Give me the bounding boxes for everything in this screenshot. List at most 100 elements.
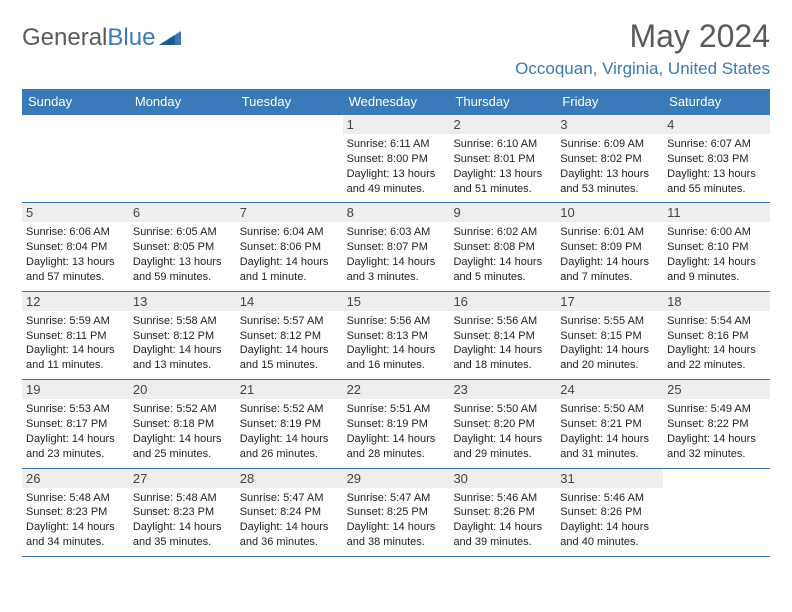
daylight-text: Daylight: 14 hours and 16 minutes. (347, 343, 446, 373)
daylight-text: Daylight: 14 hours and 1 minute. (240, 255, 339, 285)
day-cell: 11Sunrise: 6:00 AMSunset: 8:10 PMDayligh… (663, 203, 770, 290)
daylight-text: Daylight: 14 hours and 5 minutes. (453, 255, 552, 285)
sunset-text: Sunset: 8:26 PM (560, 505, 659, 520)
day-cell: 18Sunrise: 5:54 AMSunset: 8:16 PMDayligh… (663, 292, 770, 379)
day-info: Sunrise: 5:53 AMSunset: 8:17 PMDaylight:… (26, 402, 125, 461)
day-cell: 21Sunrise: 5:52 AMSunset: 8:19 PMDayligh… (236, 380, 343, 467)
sunrise-text: Sunrise: 5:54 AM (667, 314, 766, 329)
day-info: Sunrise: 6:11 AMSunset: 8:00 PMDaylight:… (347, 137, 446, 196)
day-info: Sunrise: 5:52 AMSunset: 8:19 PMDaylight:… (240, 402, 339, 461)
day-info: Sunrise: 6:00 AMSunset: 8:10 PMDaylight:… (667, 225, 766, 284)
sunset-text: Sunset: 8:00 PM (347, 152, 446, 167)
day-info: Sunrise: 5:47 AMSunset: 8:24 PMDaylight:… (240, 491, 339, 550)
sunset-text: Sunset: 8:16 PM (667, 329, 766, 344)
daylight-text: Daylight: 14 hours and 22 minutes. (667, 343, 766, 373)
sunset-text: Sunset: 8:18 PM (133, 417, 232, 432)
sunrise-text: Sunrise: 5:56 AM (347, 314, 446, 329)
day-cell: 17Sunrise: 5:55 AMSunset: 8:15 PMDayligh… (556, 292, 663, 379)
sunrise-text: Sunrise: 5:46 AM (560, 491, 659, 506)
day-header: Monday (129, 89, 236, 114)
daylight-text: Daylight: 14 hours and 31 minutes. (560, 432, 659, 462)
day-cell: 24Sunrise: 5:50 AMSunset: 8:21 PMDayligh… (556, 380, 663, 467)
sunset-text: Sunset: 8:20 PM (453, 417, 552, 432)
sunset-text: Sunset: 8:10 PM (667, 240, 766, 255)
day-cell: 12Sunrise: 5:59 AMSunset: 8:11 PMDayligh… (22, 292, 129, 379)
logo-text-2: Blue (107, 24, 155, 52)
empty-cell (22, 115, 129, 202)
daylight-text: Daylight: 14 hours and 29 minutes. (453, 432, 552, 462)
sunrise-text: Sunrise: 5:58 AM (133, 314, 232, 329)
sunrise-text: Sunrise: 6:10 AM (453, 137, 552, 152)
sunset-text: Sunset: 8:25 PM (347, 505, 446, 520)
day-number: 26 (22, 469, 129, 488)
sunset-text: Sunset: 8:12 PM (240, 329, 339, 344)
day-info: Sunrise: 5:50 AMSunset: 8:21 PMDaylight:… (560, 402, 659, 461)
logo: GeneralBlue (22, 24, 181, 52)
sunrise-text: Sunrise: 5:59 AM (26, 314, 125, 329)
day-info: Sunrise: 6:02 AMSunset: 8:08 PMDaylight:… (453, 225, 552, 284)
sunrise-text: Sunrise: 5:52 AM (133, 402, 232, 417)
sunrise-text: Sunrise: 5:46 AM (453, 491, 552, 506)
day-number: 14 (236, 292, 343, 311)
sunrise-text: Sunrise: 5:48 AM (26, 491, 125, 506)
day-number: 31 (556, 469, 663, 488)
day-number: 10 (556, 203, 663, 222)
sunset-text: Sunset: 8:07 PM (347, 240, 446, 255)
sunset-text: Sunset: 8:19 PM (240, 417, 339, 432)
day-number: 5 (22, 203, 129, 222)
day-number: 25 (663, 380, 770, 399)
sunset-text: Sunset: 8:26 PM (453, 505, 552, 520)
day-cell: 19Sunrise: 5:53 AMSunset: 8:17 PMDayligh… (22, 380, 129, 467)
daylight-text: Daylight: 13 hours and 59 minutes. (133, 255, 232, 285)
day-number: 17 (556, 292, 663, 311)
sunrise-text: Sunrise: 6:04 AM (240, 225, 339, 240)
sunrise-text: Sunrise: 5:47 AM (347, 491, 446, 506)
day-cell: 27Sunrise: 5:48 AMSunset: 8:23 PMDayligh… (129, 469, 236, 556)
sunrise-text: Sunrise: 5:55 AM (560, 314, 659, 329)
day-cell: 28Sunrise: 5:47 AMSunset: 8:24 PMDayligh… (236, 469, 343, 556)
sunset-text: Sunset: 8:24 PM (240, 505, 339, 520)
day-number: 6 (129, 203, 236, 222)
sunrise-text: Sunrise: 5:56 AM (453, 314, 552, 329)
sunset-text: Sunset: 8:05 PM (133, 240, 232, 255)
day-info: Sunrise: 6:10 AMSunset: 8:01 PMDaylight:… (453, 137, 552, 196)
daylight-text: Daylight: 14 hours and 40 minutes. (560, 520, 659, 550)
day-info: Sunrise: 5:52 AMSunset: 8:18 PMDaylight:… (133, 402, 232, 461)
sunrise-text: Sunrise: 6:07 AM (667, 137, 766, 152)
sunrise-text: Sunrise: 6:02 AM (453, 225, 552, 240)
daylight-text: Daylight: 14 hours and 7 minutes. (560, 255, 659, 285)
daylight-text: Daylight: 14 hours and 15 minutes. (240, 343, 339, 373)
daylight-text: Daylight: 14 hours and 35 minutes. (133, 520, 232, 550)
sunset-text: Sunset: 8:21 PM (560, 417, 659, 432)
day-number: 13 (129, 292, 236, 311)
week-row: 26Sunrise: 5:48 AMSunset: 8:23 PMDayligh… (22, 468, 770, 557)
day-number: 30 (449, 469, 556, 488)
sunrise-text: Sunrise: 5:57 AM (240, 314, 339, 329)
day-number: 29 (343, 469, 450, 488)
day-info: Sunrise: 5:56 AMSunset: 8:13 PMDaylight:… (347, 314, 446, 373)
title-block: May 2024 Occoquan, Virginia, United Stat… (515, 18, 770, 79)
sunset-text: Sunset: 8:14 PM (453, 329, 552, 344)
day-header: Wednesday (343, 89, 450, 114)
day-info: Sunrise: 5:48 AMSunset: 8:23 PMDaylight:… (133, 491, 232, 550)
header: GeneralBlue May 2024 Occoquan, Virginia,… (22, 18, 770, 79)
daylight-text: Daylight: 13 hours and 53 minutes. (560, 167, 659, 197)
day-cell: 20Sunrise: 5:52 AMSunset: 8:18 PMDayligh… (129, 380, 236, 467)
sunset-text: Sunset: 8:04 PM (26, 240, 125, 255)
empty-cell (129, 115, 236, 202)
sunrise-text: Sunrise: 6:09 AM (560, 137, 659, 152)
daylight-text: Daylight: 14 hours and 3 minutes. (347, 255, 446, 285)
daylight-text: Daylight: 14 hours and 20 minutes. (560, 343, 659, 373)
day-info: Sunrise: 5:48 AMSunset: 8:23 PMDaylight:… (26, 491, 125, 550)
daylight-text: Daylight: 13 hours and 49 minutes. (347, 167, 446, 197)
day-header: Friday (556, 89, 663, 114)
sunset-text: Sunset: 8:08 PM (453, 240, 552, 255)
day-cell: 13 Sunrise: 5:58 AMSunset: 8:12 PMDayligh… (129, 292, 236, 379)
day-info: Sunrise: 6:04 AMSunset: 8:06 PMDaylight:… (240, 225, 339, 284)
day-info: Sunrise: 5:58 AMSunset: 8:12 PMDaylight:… (133, 314, 232, 373)
month-title: May 2024 (515, 18, 770, 55)
day-header-row: SundayMondayTuesdayWednesdayThursdayFrid… (22, 89, 770, 114)
day-header: Sunday (22, 89, 129, 114)
daylight-text: Daylight: 14 hours and 38 minutes. (347, 520, 446, 550)
sunset-text: Sunset: 8:11 PM (26, 329, 125, 344)
